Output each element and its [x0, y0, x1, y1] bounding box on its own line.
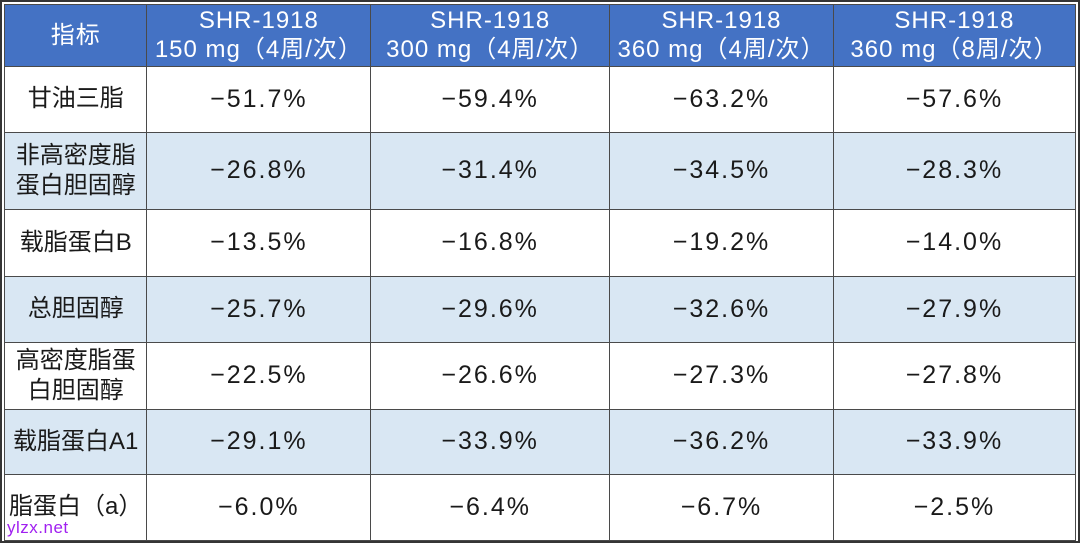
value-cell: −59.4%	[370, 65, 611, 133]
value-cell: −25.7%	[146, 275, 372, 343]
value-cell: −31.4%	[370, 131, 611, 210]
value-cell: −36.2%	[609, 408, 834, 475]
indicator-cell: 脂蛋白（a）	[3, 473, 148, 541]
indicator-cell: 甘油三脂	[3, 65, 148, 133]
dose-line: 360 mg（4周/次）	[617, 36, 826, 64]
value-cell: −33.9%	[832, 408, 1077, 475]
value-cell: −6.4%	[370, 473, 611, 541]
header-shr1918-360mg-q8w: SHR-1918 360 mg（8周/次）	[832, 4, 1077, 67]
dose-line: 300 mg（4周/次）	[386, 36, 595, 64]
value-cell: −34.5%	[609, 131, 834, 210]
value-cell: −29.1%	[146, 408, 372, 475]
value-cell: −33.9%	[370, 408, 611, 475]
indicator-cell: 非高密度脂蛋白胆固醇	[3, 131, 148, 210]
drug-name-line: SHR-1918	[430, 7, 551, 34]
table-row-non-hdl-c: 非高密度脂蛋白胆固醇 −26.8% −31.4% −34.5% −28.3%	[3, 131, 1077, 210]
value-cell: −32.6%	[609, 275, 834, 343]
table-row-apoa1: 载脂蛋白A1 −29.1% −33.9% −36.2% −33.9%	[3, 408, 1077, 475]
value-cell: −6.0%	[146, 473, 372, 541]
drug-name-line: SHR-1918	[894, 7, 1015, 34]
table-row-apob: 载脂蛋白B −13.5% −16.8% −19.2% −14.0%	[3, 208, 1077, 277]
header-row: 指标 SHR-1918 150 mg（4周/次） SHR-1918 300 mg…	[3, 4, 1077, 67]
header-indicator: 指标	[3, 4, 148, 67]
dose-line: 150 mg（4周/次）	[154, 36, 363, 64]
value-cell: −51.7%	[146, 65, 372, 133]
watermark-ylzx: ylzx.net	[7, 518, 69, 537]
dose-line: 360 mg（8周/次）	[850, 36, 1059, 64]
value-cell: −27.8%	[832, 341, 1077, 410]
value-cell: −57.6%	[832, 65, 1077, 133]
indicator-cell: 载脂蛋白B	[3, 208, 148, 277]
header-shr1918-150mg-q4w: SHR-1918 150 mg（4周/次）	[146, 4, 372, 67]
value-cell: −13.5%	[146, 208, 372, 277]
indicator-cell: 高密度脂蛋白胆固醇	[3, 341, 148, 410]
value-cell: −27.9%	[832, 275, 1077, 343]
value-cell: −27.3%	[609, 341, 834, 410]
value-cell: −14.0%	[832, 208, 1077, 277]
table-row-total-cholesterol: 总胆固醇 −25.7% −29.6% −32.6% −27.9%	[3, 275, 1077, 343]
value-cell: −26.8%	[146, 131, 372, 210]
value-cell: −29.6%	[370, 275, 611, 343]
value-cell: −28.3%	[832, 131, 1077, 210]
value-cell: −63.2%	[609, 65, 834, 133]
drug-name-line: SHR-1918	[198, 7, 319, 34]
value-cell: −16.8%	[370, 208, 611, 277]
table-row-lipoprotein-a: 脂蛋白（a） −6.0% −6.4% −6.7% −2.5%	[3, 473, 1077, 541]
value-cell: −19.2%	[609, 208, 834, 277]
indicator-cell: 载脂蛋白A1	[3, 408, 148, 475]
table-row-hdl-c: 高密度脂蛋白胆固醇 −22.5% −26.6% −27.3% −27.8%	[3, 341, 1077, 410]
table-row-triglycerides: 甘油三脂 −51.7% −59.4% −63.2% −57.6%	[3, 65, 1077, 133]
value-cell: −22.5%	[146, 341, 372, 410]
value-cell: −26.6%	[370, 341, 611, 410]
header-shr1918-360mg-q4w: SHR-1918 360 mg（4周/次）	[609, 4, 834, 67]
value-cell: −6.7%	[609, 473, 834, 541]
value-cell: −2.5%	[832, 473, 1077, 541]
lipid-results-table: 指标 SHR-1918 150 mg（4周/次） SHR-1918 300 mg…	[3, 4, 1077, 541]
header-shr1918-300mg-q4w: SHR-1918 300 mg（4周/次）	[370, 4, 611, 67]
indicator-cell: 总胆固醇	[3, 275, 148, 343]
drug-name-line: SHR-1918	[661, 7, 782, 34]
